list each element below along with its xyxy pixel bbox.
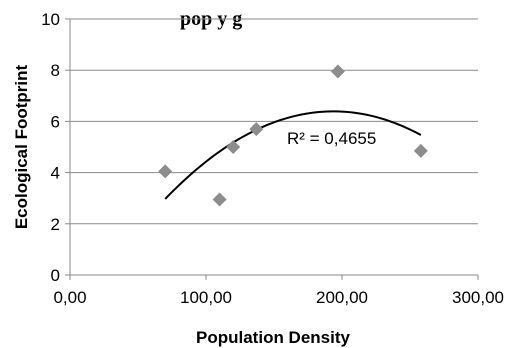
- x-tick-labels: 0,00 100,00 200,00 300,00: [53, 288, 504, 307]
- trendline: [164, 110, 422, 200]
- data-point-1: [158, 164, 173, 179]
- data-point-3: [226, 140, 241, 154]
- y-tick-label: 10: [41, 10, 60, 29]
- x-tick-label: 100,00: [180, 288, 232, 307]
- y-axis-label: Ecological Footprint: [12, 65, 31, 230]
- r-squared-label: R² = 0,4655: [287, 129, 376, 148]
- y-tick-label: 6: [51, 112, 60, 131]
- x-tick-label: 300,00: [452, 288, 504, 307]
- data-point-2: [212, 192, 227, 207]
- y-tick-label: 8: [51, 61, 60, 80]
- axes: [69, 19, 479, 280]
- data-points: [158, 64, 428, 207]
- y-tick-label: 2: [51, 215, 60, 234]
- data-point-4: [249, 122, 264, 137]
- gridlines: [65, 18, 478, 276]
- data-point-6: [413, 143, 428, 158]
- y-tick-label: 4: [51, 164, 60, 183]
- x-tick-label: 0,00: [53, 288, 86, 307]
- y-tick-label: 0: [51, 266, 60, 285]
- data-point-5: [330, 64, 345, 79]
- x-tick-label: 200,00: [316, 288, 368, 307]
- y-tick-labels: 0 2 4 6 8 10: [41, 10, 60, 285]
- x-axis-label: Population Density: [196, 328, 351, 347]
